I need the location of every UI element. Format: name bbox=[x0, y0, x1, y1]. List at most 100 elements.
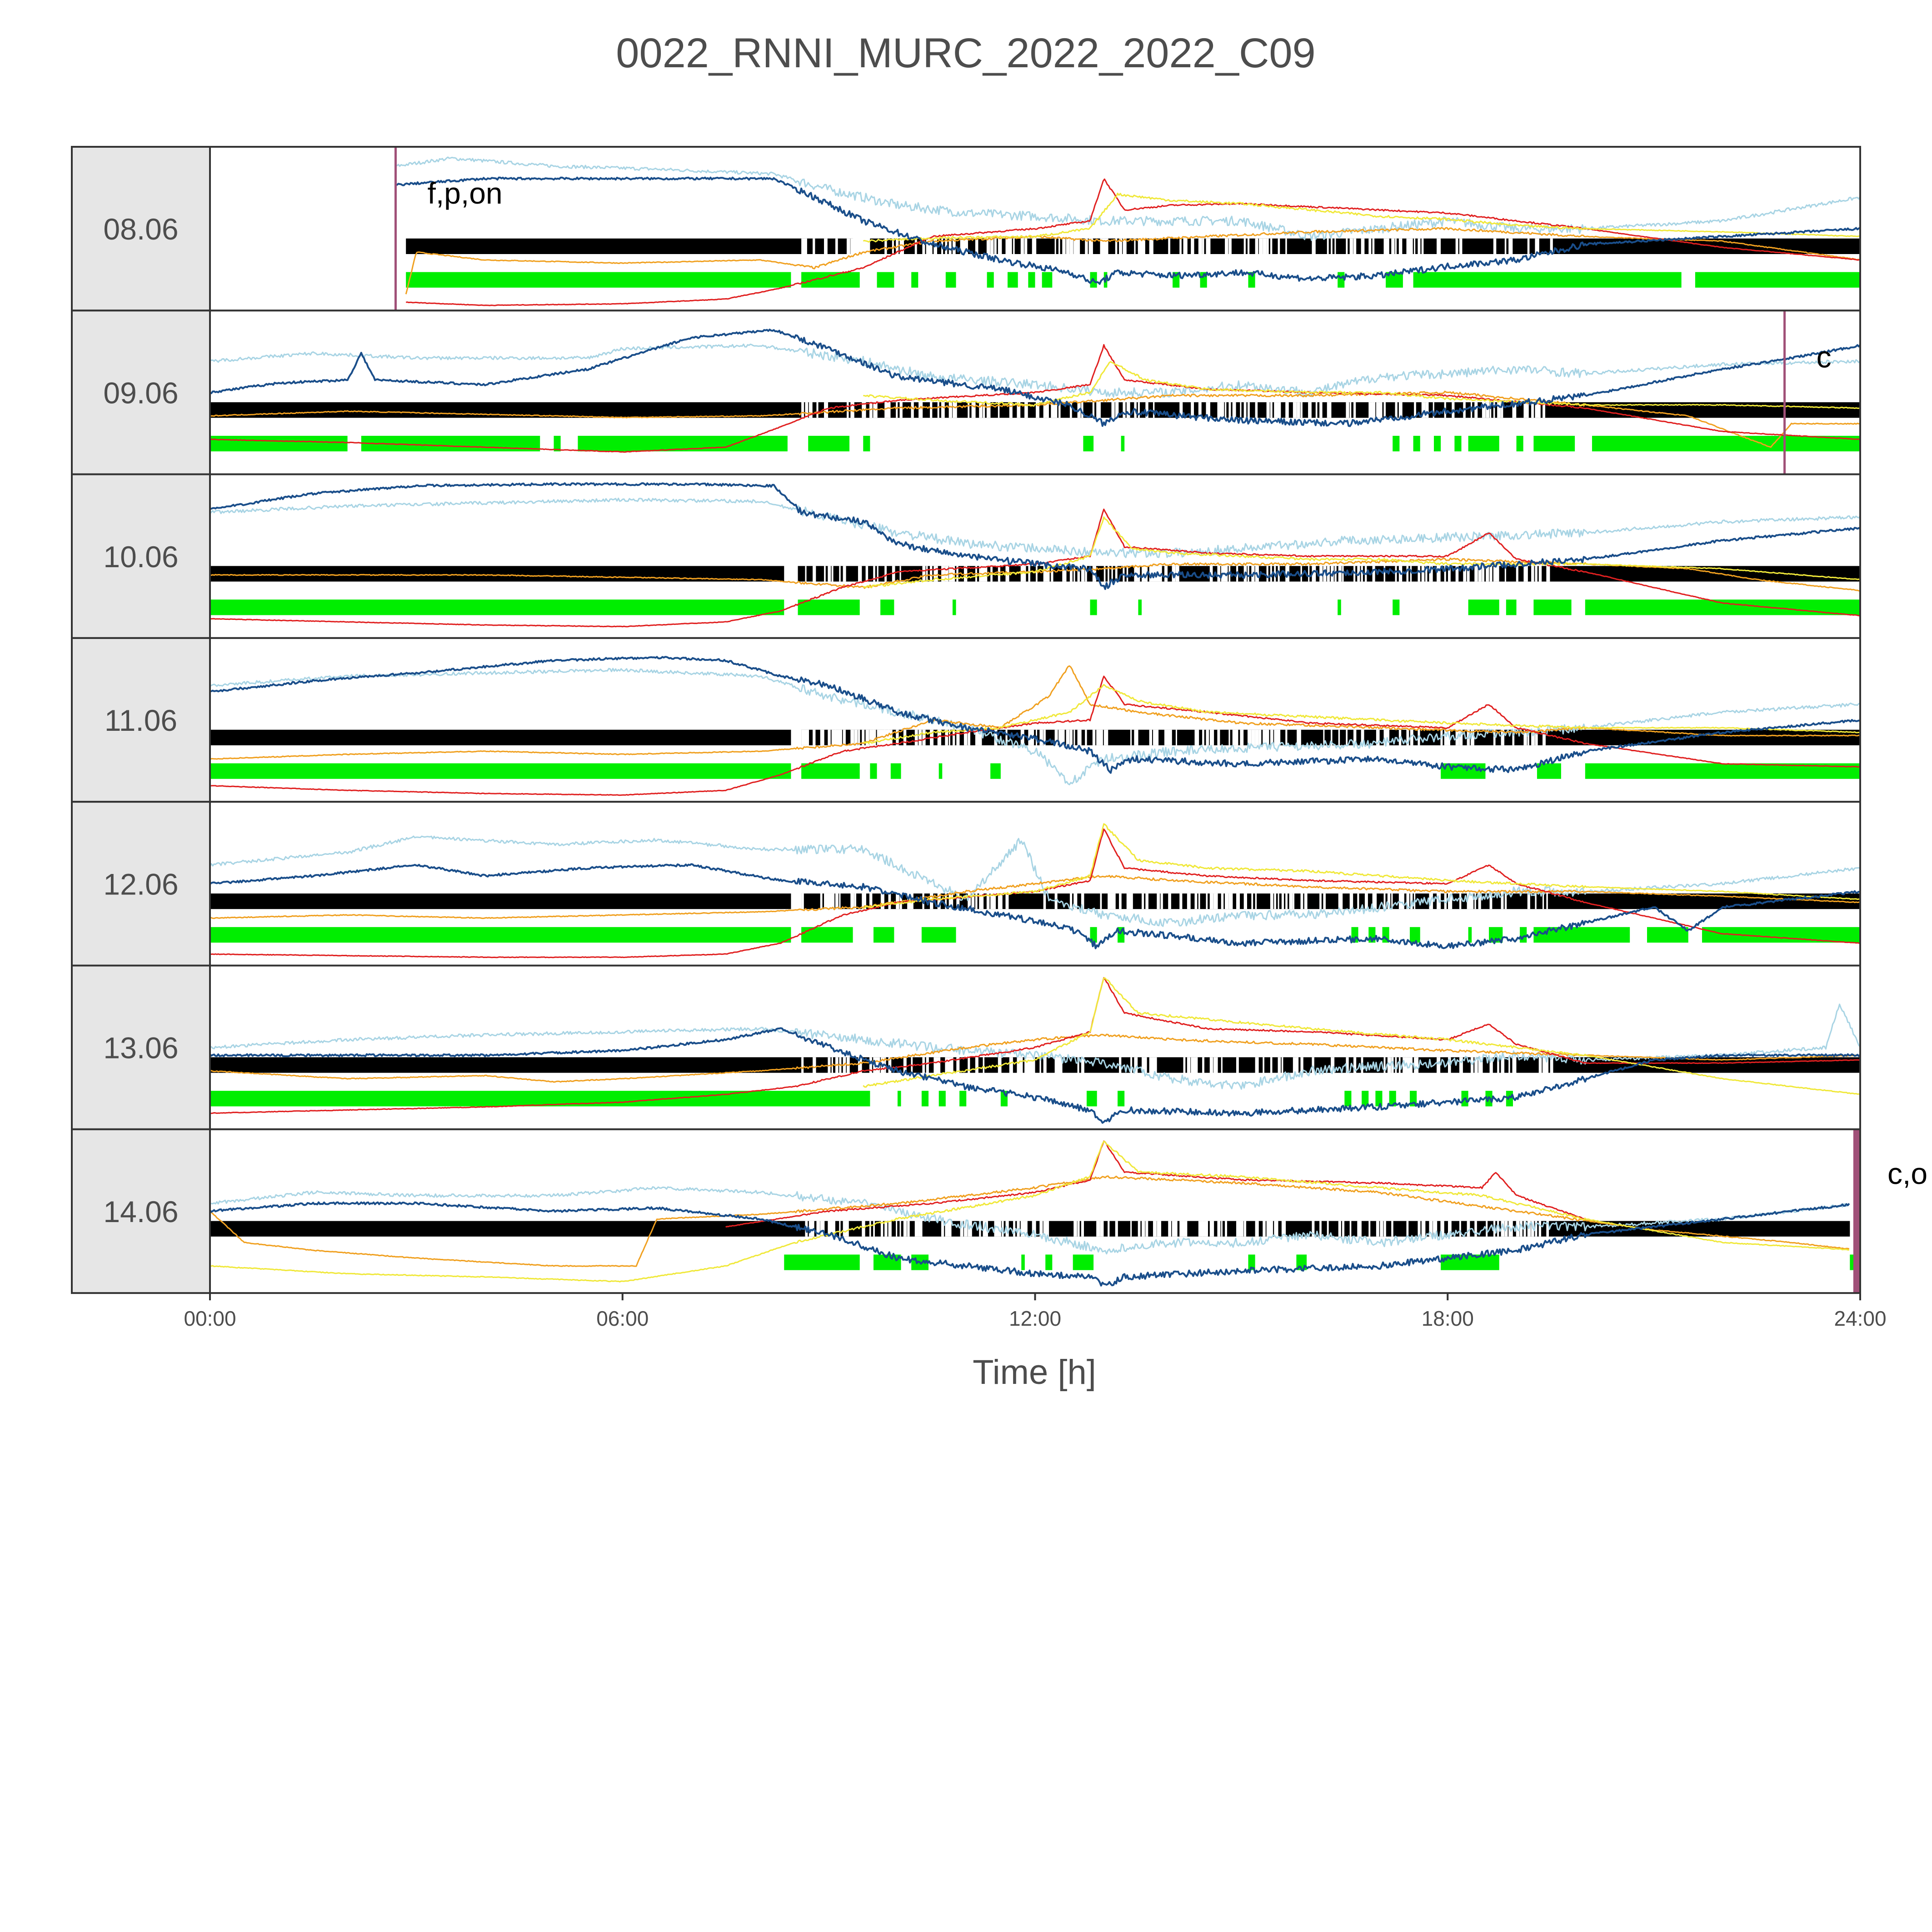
green-segment-15 bbox=[1506, 1091, 1513, 1107]
yellow-line bbox=[863, 977, 1860, 1095]
dark-blue-line bbox=[210, 482, 1860, 590]
green-segment-6 bbox=[1083, 435, 1094, 452]
x-tick-label-3: 18:00 bbox=[1422, 1307, 1474, 1330]
dark-blue-line bbox=[210, 329, 1860, 427]
green-segment-3 bbox=[921, 927, 956, 943]
dark-blue-line bbox=[395, 176, 1860, 285]
green-segment-6 bbox=[1338, 599, 1341, 615]
red-line bbox=[725, 1140, 1586, 1228]
panel-content bbox=[210, 1129, 1860, 1293]
activity-gaps bbox=[801, 893, 1548, 909]
green-segment-0 bbox=[210, 435, 348, 452]
dark-blue-line bbox=[210, 1027, 1860, 1124]
green-segment-4 bbox=[959, 1091, 967, 1107]
green-segment-3 bbox=[890, 763, 901, 779]
green-segment-6 bbox=[1441, 763, 1486, 779]
panel-content bbox=[210, 656, 1860, 796]
green-segment-4 bbox=[1090, 599, 1097, 615]
green-segment-7 bbox=[1121, 435, 1125, 452]
activity-gaps bbox=[801, 238, 1553, 254]
dark-blue-line bbox=[210, 1201, 1850, 1287]
green-segment-8 bbox=[1468, 599, 1499, 615]
yellow-line bbox=[863, 823, 1860, 909]
panel-content bbox=[210, 823, 1860, 959]
light-blue-line bbox=[210, 343, 1860, 398]
green-segment-1 bbox=[798, 599, 860, 615]
chart-title: 0022_RNNI_MURC_2022_2022_C09 bbox=[616, 30, 1315, 76]
red-line bbox=[210, 977, 1860, 1114]
panel-12.06: 12.06 bbox=[71, 801, 1861, 967]
panel-strip bbox=[71, 637, 211, 803]
dark-blue-line bbox=[210, 863, 1860, 949]
green-segment-0 bbox=[210, 1091, 870, 1107]
green-segment-2 bbox=[554, 435, 561, 452]
green-segment-5 bbox=[863, 435, 870, 452]
panel-content bbox=[210, 482, 1860, 628]
panel-date-label: 13.06 bbox=[103, 1031, 178, 1065]
green-segment-13 bbox=[1248, 272, 1255, 288]
green-segment-15 bbox=[1592, 435, 1860, 452]
light-blue-line bbox=[210, 1003, 1860, 1090]
green-segment-16 bbox=[1413, 272, 1682, 288]
x-axis: 00:00 06:00 12:00 18:00 24:00 bbox=[184, 1293, 1887, 1330]
panel-plot-area bbox=[210, 1129, 1860, 1293]
green-segment-9 bbox=[1506, 599, 1517, 615]
green-segment-10 bbox=[1468, 927, 1472, 943]
green-segment-7 bbox=[1028, 272, 1035, 288]
green-segment-6 bbox=[1248, 1254, 1255, 1270]
light-blue-line bbox=[395, 156, 1860, 241]
green-segment-5 bbox=[987, 272, 994, 288]
panel-08.06: 08.06 f,p,on bbox=[71, 146, 1861, 312]
green-segment-4 bbox=[1045, 1254, 1053, 1270]
green-segment-15 bbox=[1702, 927, 1860, 943]
red-line bbox=[405, 178, 1860, 306]
green-segment-14 bbox=[1338, 272, 1345, 288]
green-segment-1 bbox=[897, 1091, 901, 1107]
activity-segment-0 bbox=[406, 238, 853, 254]
green-segment-14 bbox=[1647, 927, 1688, 943]
event-marker-0 bbox=[1853, 1129, 1860, 1293]
yellow-line bbox=[863, 192, 1860, 243]
activity-segment-0 bbox=[210, 729, 791, 745]
panel-date-label: 11.06 bbox=[105, 704, 177, 737]
green-segment-11 bbox=[1173, 272, 1180, 288]
green-segment-6 bbox=[1086, 1091, 1097, 1107]
green-segment-12 bbox=[1520, 927, 1527, 943]
activity-segment-0 bbox=[210, 566, 784, 582]
panel-strip bbox=[71, 146, 211, 312]
x-tick-label-0: 00:00 bbox=[184, 1307, 236, 1330]
activity-segment-0 bbox=[210, 893, 791, 909]
panel-strip bbox=[71, 964, 211, 1130]
green-segment-6 bbox=[1007, 272, 1018, 288]
green-segment-5 bbox=[1073, 1254, 1094, 1270]
red-line bbox=[210, 344, 1860, 453]
light-blue-line bbox=[210, 835, 1860, 927]
panel-strip bbox=[71, 310, 211, 475]
panel-11.06: 11.06 bbox=[71, 637, 1861, 803]
green-segment-0 bbox=[210, 599, 784, 615]
green-segment-8 bbox=[1344, 1091, 1352, 1107]
panel-content bbox=[394, 147, 1860, 311]
orange-line bbox=[210, 665, 1860, 760]
green-segment-5 bbox=[1138, 599, 1142, 615]
green-segment-10 bbox=[1375, 1091, 1383, 1107]
green-segment-2 bbox=[921, 1091, 929, 1107]
green-segment-11 bbox=[1389, 1091, 1396, 1107]
green-segment-1 bbox=[801, 763, 860, 779]
green-segment-7 bbox=[1118, 1091, 1125, 1107]
green-segment-8 bbox=[1393, 435, 1400, 452]
light-blue-line bbox=[210, 498, 1860, 559]
panel-10.06: 10.06 bbox=[71, 473, 1861, 639]
green-segment-11 bbox=[1454, 435, 1462, 452]
green-segment-7 bbox=[1537, 763, 1561, 779]
green-segment-10 bbox=[1433, 435, 1441, 452]
green-segment-0 bbox=[784, 1254, 860, 1270]
green-segment-3 bbox=[939, 1091, 946, 1107]
panel-date-label: 09.06 bbox=[103, 376, 178, 409]
panel-content bbox=[210, 310, 1860, 474]
green-segment-17 bbox=[1695, 272, 1860, 288]
panel-date-label: 12.06 bbox=[103, 867, 178, 901]
green-segment-2 bbox=[870, 763, 877, 779]
green-segment-9 bbox=[1410, 927, 1420, 943]
